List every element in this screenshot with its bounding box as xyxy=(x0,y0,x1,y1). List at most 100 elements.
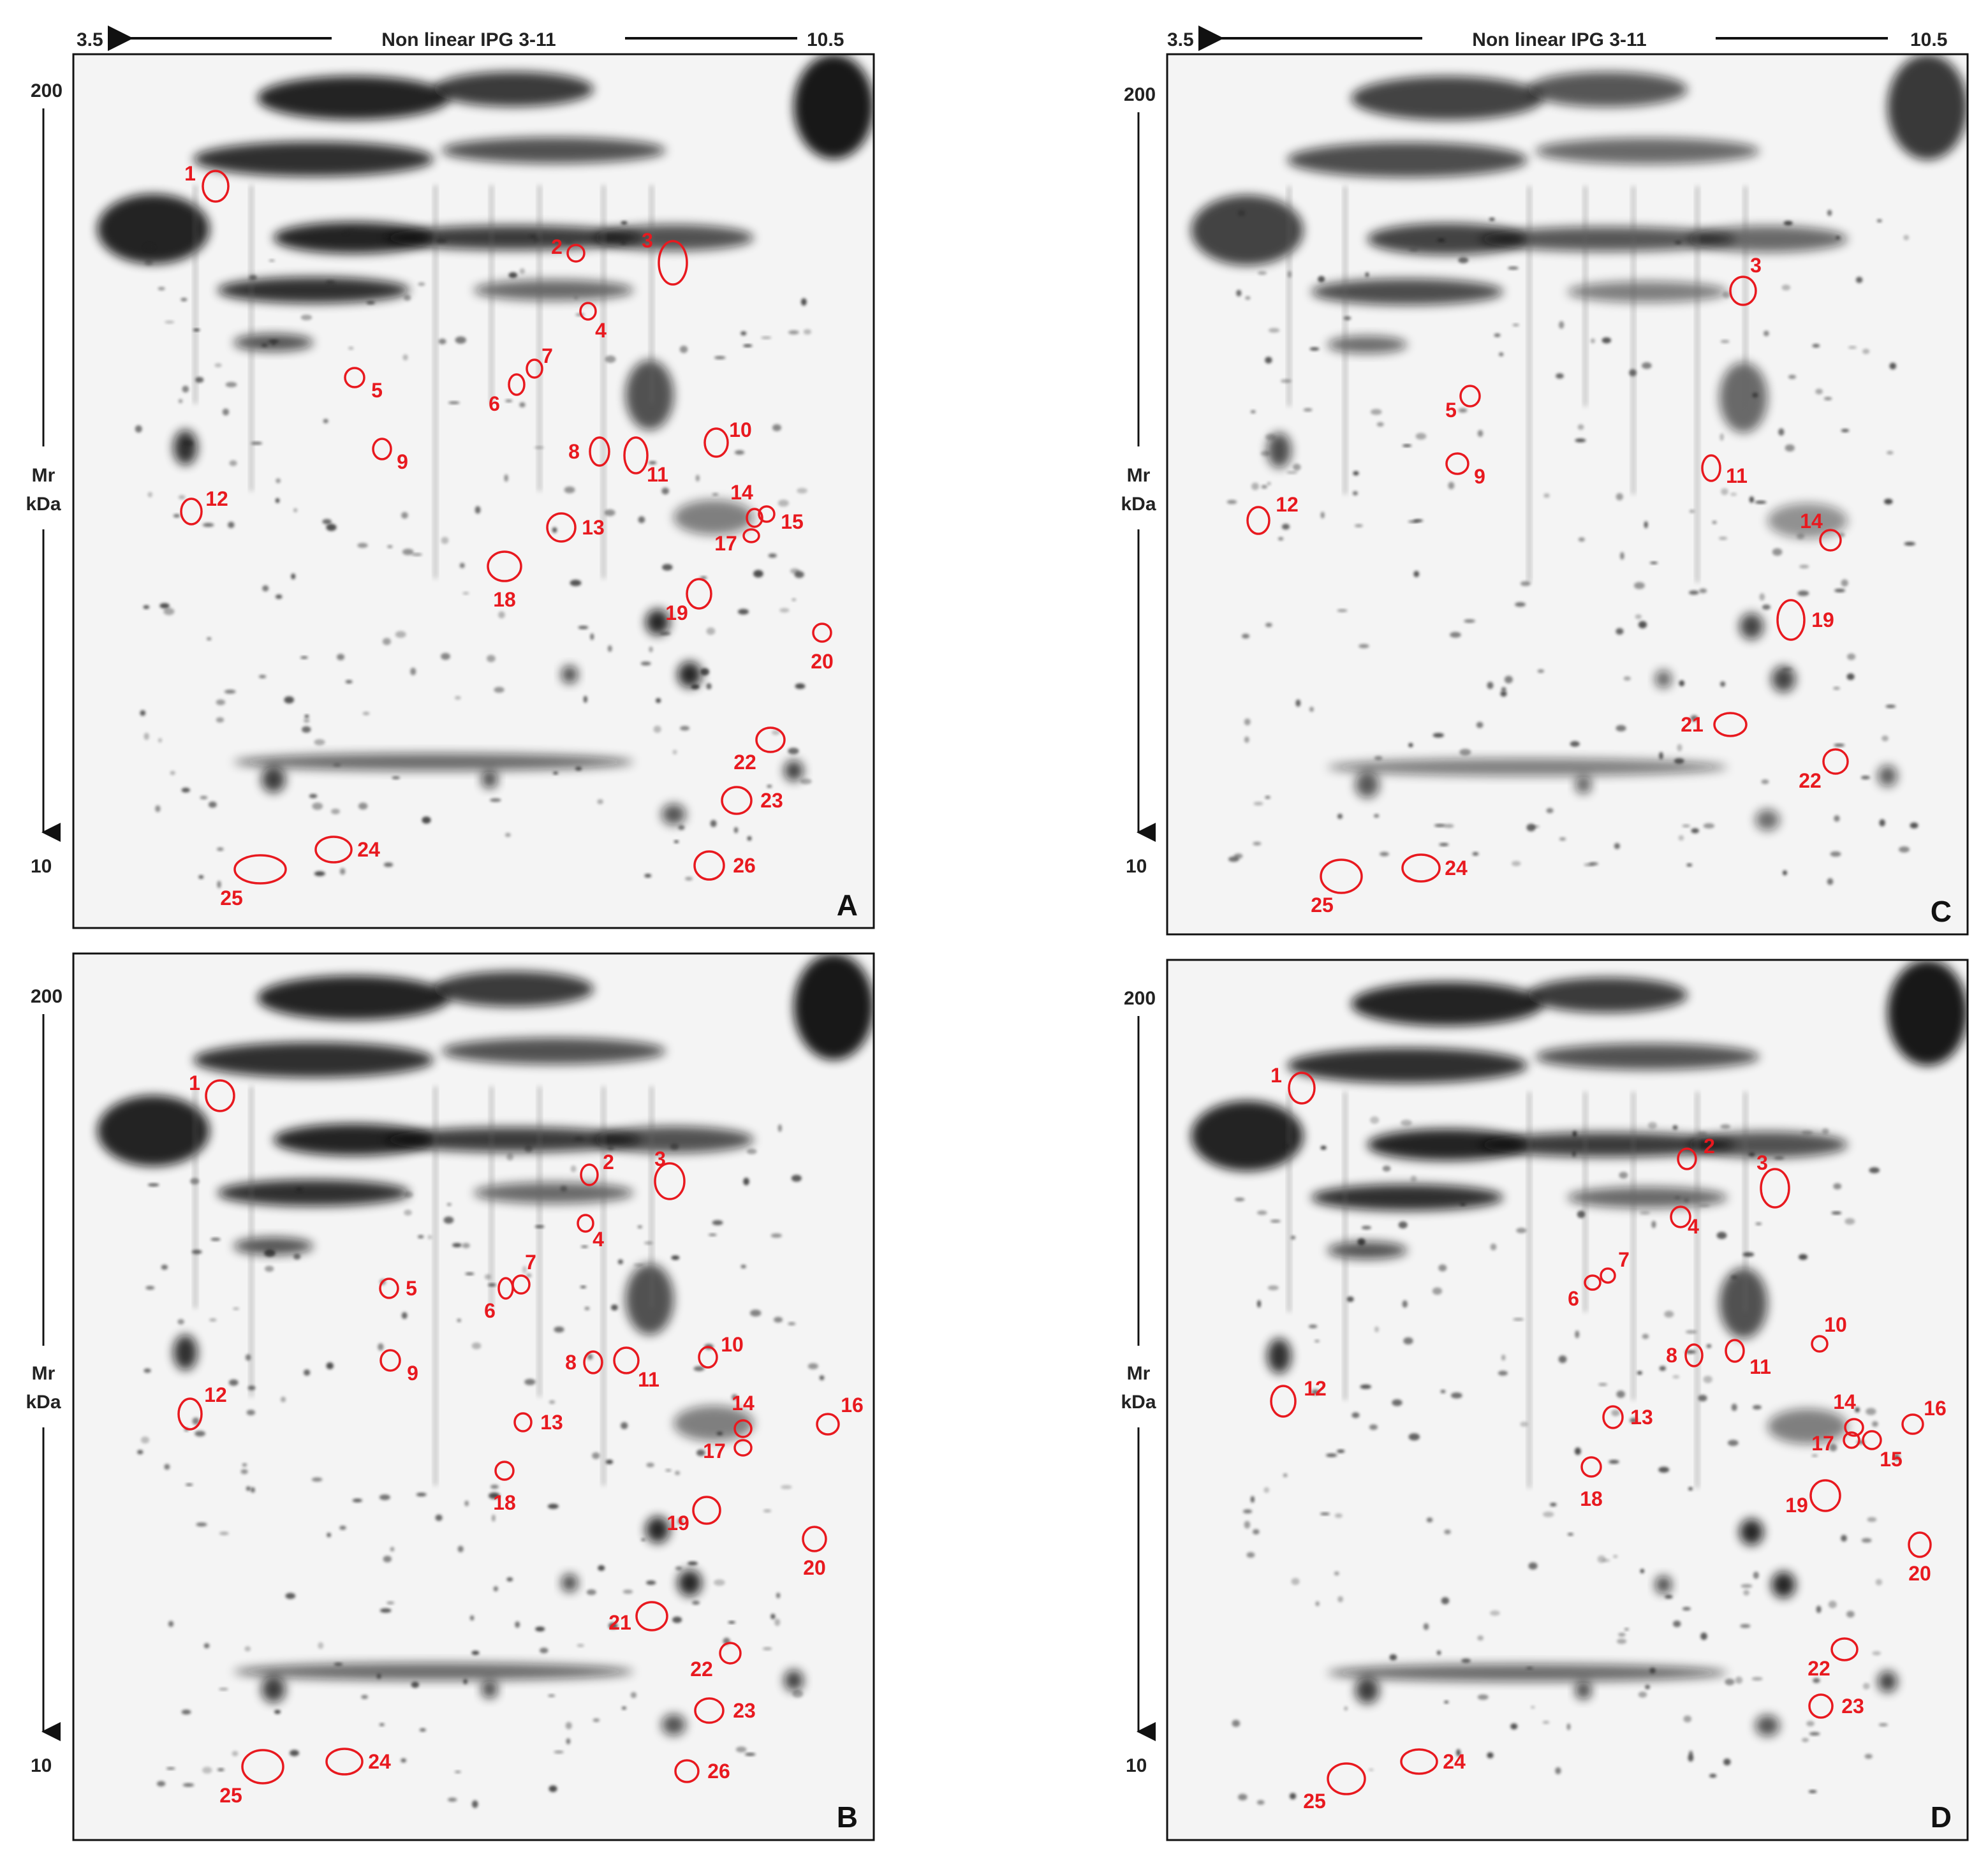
spot-marker-14[interactable]: 14 xyxy=(732,1392,755,1438)
spot-marker-9[interactable]: 9 xyxy=(372,438,408,473)
spot-marker-4[interactable]: 4 xyxy=(579,302,607,342)
spot-circle[interactable] xyxy=(1677,1147,1697,1170)
spot-circle[interactable] xyxy=(379,1278,399,1299)
spot-circle[interactable] xyxy=(613,1346,640,1374)
spot-circle[interactable] xyxy=(379,1349,401,1372)
spot-circle[interactable] xyxy=(1701,454,1721,482)
spot-marker-18[interactable]: 18 xyxy=(493,1461,516,1514)
spot-circle[interactable] xyxy=(1713,712,1748,737)
spot-circle[interactable] xyxy=(746,508,763,528)
spot-marker-1[interactable]: 1 xyxy=(1270,1064,1316,1105)
spot-marker-21[interactable]: 21 xyxy=(1681,712,1748,737)
spot-marker-19[interactable]: 19 xyxy=(665,578,712,624)
spot-marker-20[interactable]: 20 xyxy=(811,622,834,673)
spot-circle[interactable] xyxy=(693,850,725,881)
spot-marker-14[interactable]: 14 xyxy=(730,481,763,528)
spot-circle[interactable] xyxy=(1843,1431,1860,1449)
spot-marker-12[interactable]: 12 xyxy=(1270,1377,1327,1418)
spot-marker-13[interactable]: 13 xyxy=(1602,1405,1653,1429)
spot-marker-7[interactable]: 7 xyxy=(526,344,553,379)
spot-marker-3[interactable]: 3 xyxy=(1729,254,1762,306)
spot-marker-11[interactable]: 11 xyxy=(1725,1339,1771,1378)
spot-circle[interactable] xyxy=(589,436,610,467)
spot-circle[interactable] xyxy=(1776,599,1806,641)
spot-marker-22[interactable]: 22 xyxy=(1799,748,1849,792)
spot-marker-7[interactable]: 7 xyxy=(1600,1248,1630,1284)
spot-circle[interactable] xyxy=(1401,853,1441,883)
spot-marker-4[interactable]: 4 xyxy=(577,1214,604,1251)
spot-marker-12[interactable]: 12 xyxy=(180,487,228,526)
spot-circle[interactable] xyxy=(733,1439,753,1457)
spot-marker-10[interactable]: 10 xyxy=(703,418,752,458)
spot-marker-8[interactable]: 8 xyxy=(568,436,610,467)
spot-circle[interactable] xyxy=(1808,1693,1834,1719)
spot-circle[interactable] xyxy=(694,1697,725,1724)
spot-circle[interactable] xyxy=(1862,1430,1882,1450)
spot-marker-1[interactable]: 1 xyxy=(189,1071,235,1112)
spot-circle[interactable] xyxy=(686,578,712,610)
spot-circle[interactable] xyxy=(1760,1168,1790,1209)
spot-circle[interactable] xyxy=(205,1079,235,1112)
spot-marker-11[interactable]: 11 xyxy=(613,1346,659,1391)
spot-marker-5[interactable]: 5 xyxy=(1445,385,1481,422)
spot-marker-2[interactable]: 2 xyxy=(1677,1135,1715,1170)
spot-circle[interactable] xyxy=(742,528,760,543)
spot-marker-3[interactable]: 3 xyxy=(654,1147,686,1200)
spot-circle[interactable] xyxy=(654,1162,686,1200)
spot-circle[interactable] xyxy=(314,836,353,864)
spot-marker-17[interactable]: 17 xyxy=(1811,1431,1860,1455)
spot-marker-23[interactable]: 23 xyxy=(694,1697,756,1724)
spot-marker-19[interactable]: 19 xyxy=(1776,599,1834,641)
spot-circle[interactable] xyxy=(577,1214,594,1233)
spot-circle[interactable] xyxy=(526,358,543,379)
spot-circle[interactable] xyxy=(1844,1418,1864,1437)
spot-marker-15[interactable]: 15 xyxy=(758,505,804,533)
spot-marker-5[interactable]: 5 xyxy=(344,367,383,402)
spot-circle[interactable] xyxy=(1811,1335,1829,1353)
spot-circle[interactable] xyxy=(241,1749,284,1785)
spot-marker-3[interactable]: 3 xyxy=(642,229,688,286)
spot-circle[interactable] xyxy=(233,854,287,885)
spot-marker-24[interactable]: 24 xyxy=(1400,1748,1466,1775)
spot-circle[interactable] xyxy=(513,1412,533,1432)
spot-circle[interactable] xyxy=(202,170,230,203)
spot-circle[interactable] xyxy=(494,1461,515,1481)
spot-marker-19[interactable]: 19 xyxy=(1785,1479,1841,1517)
spot-marker-19[interactable]: 19 xyxy=(666,1496,721,1535)
spot-marker-22[interactable]: 22 xyxy=(733,726,786,774)
spot-marker-24[interactable]: 24 xyxy=(1401,853,1468,883)
spot-marker-8[interactable]: 8 xyxy=(1666,1343,1704,1367)
spot-marker-16[interactable]: 16 xyxy=(816,1394,864,1436)
spot-circle[interactable] xyxy=(372,438,392,460)
spot-marker-25[interactable]: 25 xyxy=(1311,858,1363,917)
spot-marker-23[interactable]: 23 xyxy=(1808,1693,1864,1719)
spot-circle[interactable] xyxy=(1822,748,1849,775)
spot-marker-10[interactable]: 10 xyxy=(1811,1313,1847,1353)
spot-marker-12[interactable]: 12 xyxy=(1246,493,1299,535)
spot-circle[interactable] xyxy=(325,1748,364,1776)
spot-marker-12[interactable]: 12 xyxy=(177,1383,227,1431)
spot-circle[interactable] xyxy=(812,622,832,643)
spot-marker-13[interactable]: 13 xyxy=(513,1411,563,1434)
spot-circle[interactable] xyxy=(1600,1267,1616,1284)
spot-marker-20[interactable]: 20 xyxy=(802,1526,827,1579)
spot-circle[interactable] xyxy=(1459,385,1481,408)
spot-circle[interactable] xyxy=(1584,1274,1601,1291)
spot-marker-18[interactable]: 18 xyxy=(487,550,522,611)
spot-marker-26[interactable]: 26 xyxy=(674,1759,730,1783)
spot-circle[interactable] xyxy=(698,1346,718,1369)
spot-marker-21[interactable]: 21 xyxy=(608,1601,668,1634)
spot-marker-9[interactable]: 9 xyxy=(1445,452,1485,488)
spot-marker-26[interactable]: 26 xyxy=(693,850,756,881)
spot-marker-14[interactable]: 14 xyxy=(1833,1390,1864,1437)
spot-circle[interactable] xyxy=(802,1526,827,1552)
spot-circle[interactable] xyxy=(177,1397,203,1431)
spot-marker-22[interactable]: 22 xyxy=(1808,1637,1859,1680)
spot-circle[interactable] xyxy=(487,550,522,582)
spot-circle[interactable] xyxy=(1445,452,1469,475)
spot-marker-4[interactable]: 4 xyxy=(1670,1205,1699,1238)
spot-marker-11[interactable]: 11 xyxy=(1701,454,1748,487)
spot-marker-24[interactable]: 24 xyxy=(314,836,380,864)
spot-circle[interactable] xyxy=(758,505,776,523)
spot-circle[interactable] xyxy=(755,726,786,753)
